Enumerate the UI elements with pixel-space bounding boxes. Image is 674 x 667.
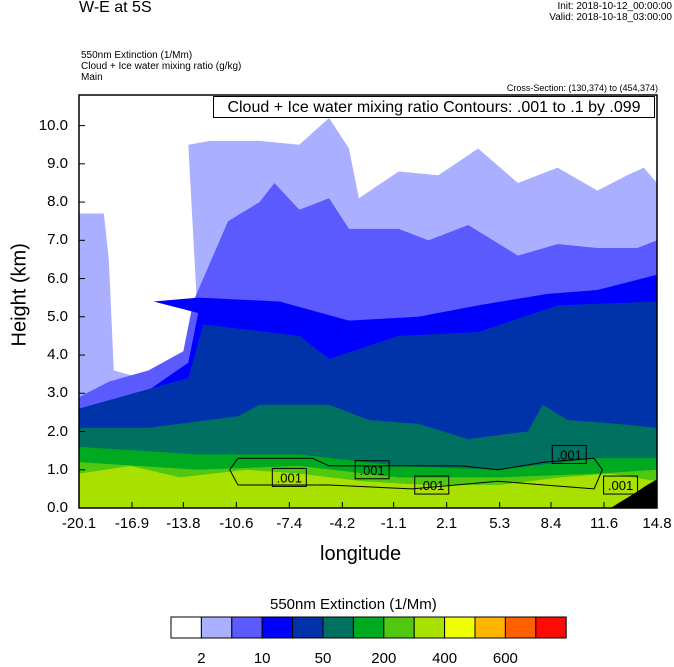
x-tick-label: 5.3 [489, 515, 511, 532]
x-tick-label: -20.1 [61, 515, 97, 532]
colorbar-label: 2 [197, 650, 206, 667]
cross-section-label: Cross-Section: (130,374) to (454,374) [506, 83, 658, 93]
colorbar-box [383, 616, 415, 639]
x-tick-label: 11.6 [589, 515, 619, 532]
y-axis-label: Height (km) [8, 243, 31, 347]
colorbar-box [292, 616, 324, 639]
colorbar-box [504, 616, 537, 639]
y-tick-label: 10.0 [38, 116, 68, 134]
contour-label-box [551, 444, 587, 464]
colorbar-title: 550nm Extinction (1/Mm) [270, 596, 437, 613]
colorbar-box [535, 616, 567, 639]
y-tick-label: 2.0 [47, 422, 68, 440]
colorbar-box [322, 616, 354, 639]
init-time: Init: 2018-10-12_00:00:00 [557, 1, 672, 12]
plot-frame [78, 94, 658, 509]
contour-label-box [271, 467, 307, 487]
field-label-2: Cloud + Ice water mixing ratio (g/kg) [81, 61, 242, 72]
x-axis-label: longitude [320, 543, 402, 565]
plot-title: W-E at 5S [79, 0, 152, 16]
contour-annotation: Cloud + Ice water mixing ratio Contours:… [213, 96, 655, 118]
contour-label-box [354, 460, 390, 480]
y-tick-label: 9.0 [47, 154, 68, 172]
contour-line [229, 457, 603, 490]
x-tick-label: -4.2 [329, 515, 356, 532]
x-tick-label: -13.8 [166, 515, 201, 532]
colorbar-box [200, 616, 233, 639]
x-tick-label: 2.1 [436, 515, 458, 532]
y-tick-label: 5.0 [47, 307, 68, 325]
contour-label: .001 [557, 447, 582, 462]
contour-label: .001 [608, 478, 633, 493]
y-tick-label: 4.0 [47, 346, 68, 364]
y-tick-label: 6.0 [47, 269, 68, 287]
contour-label-box [603, 475, 639, 495]
y-tick-label: 7.0 [47, 231, 68, 249]
colorbar-label: 200 [371, 650, 397, 667]
colorbar-box [170, 616, 202, 639]
x-tick-label: -10.6 [219, 515, 254, 532]
colorbar-box [474, 616, 506, 639]
y-tick-label: 3.0 [47, 384, 68, 402]
colorbar-box [231, 616, 263, 639]
colorbar-label: 400 [432, 650, 458, 667]
contour-label: .001 [277, 470, 302, 485]
x-tick-label: -1.1 [380, 515, 407, 532]
colorbar-box [261, 616, 294, 639]
x-tick-label: -7.4 [276, 515, 303, 532]
terrain [610, 479, 657, 508]
y-tick-label: 8.0 [47, 193, 68, 211]
contour-label-box [414, 475, 450, 495]
field-label-1: 550nm Extinction (1/Mm) [81, 50, 193, 61]
colorbar-label: 600 [492, 650, 518, 667]
x-tick-label: -16.9 [114, 515, 150, 532]
x-tick-label: 14.8 [642, 515, 672, 532]
x-tick-label: 8.4 [540, 515, 562, 532]
y-tick-label: 0.0 [47, 499, 68, 516]
contour-label: .001 [359, 463, 384, 478]
colorbar-box [413, 616, 446, 639]
colorbar-label: 50 [314, 650, 332, 667]
colorbar-label: 10 [253, 650, 271, 667]
colorbar-box [444, 616, 476, 639]
colorbar-box [352, 616, 385, 639]
valid-time: Valid: 2018-10-18_03:00:00 [549, 12, 672, 23]
y-tick-label: 1.0 [47, 460, 68, 478]
field-label-3: Main [81, 72, 103, 83]
contour-label: .001 [419, 478, 444, 493]
